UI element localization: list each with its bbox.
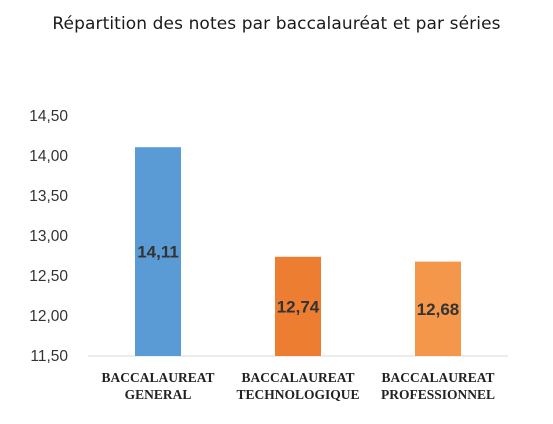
x-tick-label: BACCALAUREAT <box>241 370 354 385</box>
x-tick-label: GENERAL <box>125 387 192 402</box>
data-label: 12,74 <box>277 297 320 316</box>
x-tick-label: BACCALAUREAT <box>101 370 214 385</box>
bar <box>415 261 461 356</box>
y-tick-label: 14,00 <box>29 148 68 165</box>
y-tick-label: 11,50 <box>30 348 68 365</box>
bar <box>275 256 321 356</box>
y-tick-label: 12,00 <box>29 308 68 325</box>
data-label: 14,11 <box>137 243 179 262</box>
x-tick-label: BACCALAUREAT <box>381 370 494 385</box>
y-tick-label: 12,50 <box>29 268 68 285</box>
y-tick-label: 13,50 <box>29 188 68 205</box>
y-tick-label: 13,00 <box>29 228 68 245</box>
x-tick-label: TECHNOLOGIQUE <box>236 387 359 402</box>
y-tick-label: 14,50 <box>29 108 68 125</box>
bar <box>135 147 181 356</box>
chart-title: Répartition des notes par baccalauréat e… <box>52 14 501 34</box>
x-tick-label: PROFESSIONNEL <box>381 387 495 402</box>
data-label: 12,68 <box>417 300 460 319</box>
